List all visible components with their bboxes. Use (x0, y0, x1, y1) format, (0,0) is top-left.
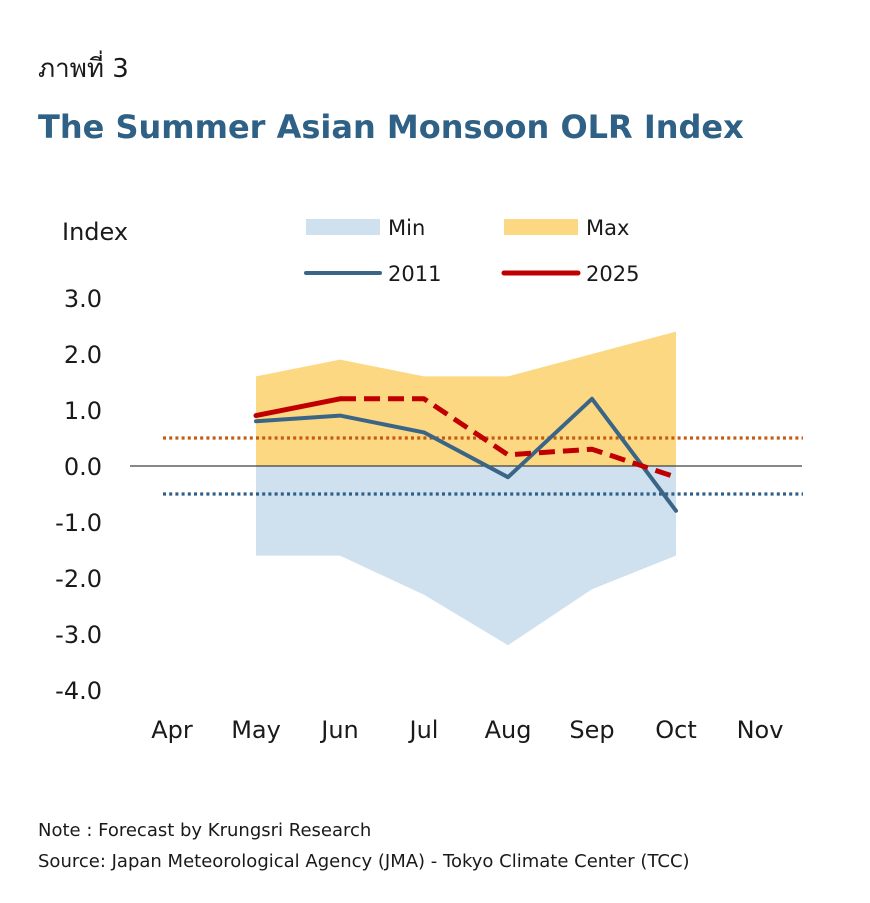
x-tick-label-apr: Apr (151, 716, 193, 744)
source-text: Source: Japan Meteorological Agency (JMA… (38, 851, 690, 872)
x-tick-label-may: May (231, 716, 281, 744)
legend-swatch-max (504, 219, 578, 235)
line-series-2025-forecast (340, 396, 677, 480)
x-tick-label-nov: Nov (737, 716, 784, 744)
line-layer (253, 396, 678, 513)
note-text: Note : Forecast by Krungsri Research (38, 820, 372, 841)
x-tick-label-jul: Jul (408, 716, 439, 744)
y-axis-label: Index (62, 218, 128, 246)
line-series-2025-observed (253, 396, 343, 419)
threshold-layer (163, 436, 803, 496)
figure-label: ภาพที่ 3 (38, 54, 129, 84)
legend: Min Max 2011 2025 (304, 216, 639, 286)
area-layer (256, 331, 676, 646)
legend-label-2025: 2025 (586, 262, 639, 286)
legend-swatch-min (306, 219, 380, 235)
x-axis: Apr May Jun Jul Aug Sep Oct Nov (151, 716, 783, 744)
y-tick-label: -4.0 (55, 677, 102, 705)
line-series-2011 (254, 396, 678, 513)
y-tick-label: -3.0 (55, 621, 102, 649)
y-tick-label: -1.0 (55, 509, 102, 537)
legend-label-2011: 2011 (388, 262, 441, 286)
olr-index-chart: 3.0 2.0 1.0 0.0 -1.0 -2.0 -3.0 -4.0 Apr May Jun Ju… (55, 216, 803, 744)
legend-label-min: Min (388, 216, 425, 240)
y-axis: 3.0 2.0 1.0 0.0 -1.0 -2.0 -3.0 -4.0 (55, 285, 102, 705)
x-tick-label-aug: Aug (485, 716, 532, 744)
x-tick-label-oct: Oct (655, 716, 697, 744)
y-tick-label: 0.0 (64, 453, 102, 481)
y-tick-label: 2.0 (64, 341, 102, 369)
area-min (256, 466, 676, 646)
x-tick-label-jun: Jun (319, 716, 359, 744)
legend-label-max: Max (586, 216, 629, 240)
area-max (256, 331, 676, 466)
chart-title: The Summer Asian Monsoon OLR Index (38, 108, 744, 146)
y-tick-label: 1.0 (64, 397, 102, 425)
x-tick-label-sep: Sep (569, 716, 614, 744)
y-tick-label: 3.0 (64, 285, 102, 313)
y-tick-label: -2.0 (55, 565, 102, 593)
